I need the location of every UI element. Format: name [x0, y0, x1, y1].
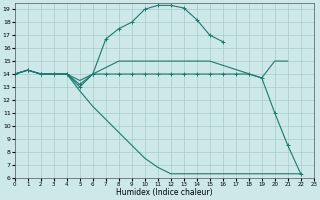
X-axis label: Humidex (Indice chaleur): Humidex (Indice chaleur)	[116, 188, 212, 197]
